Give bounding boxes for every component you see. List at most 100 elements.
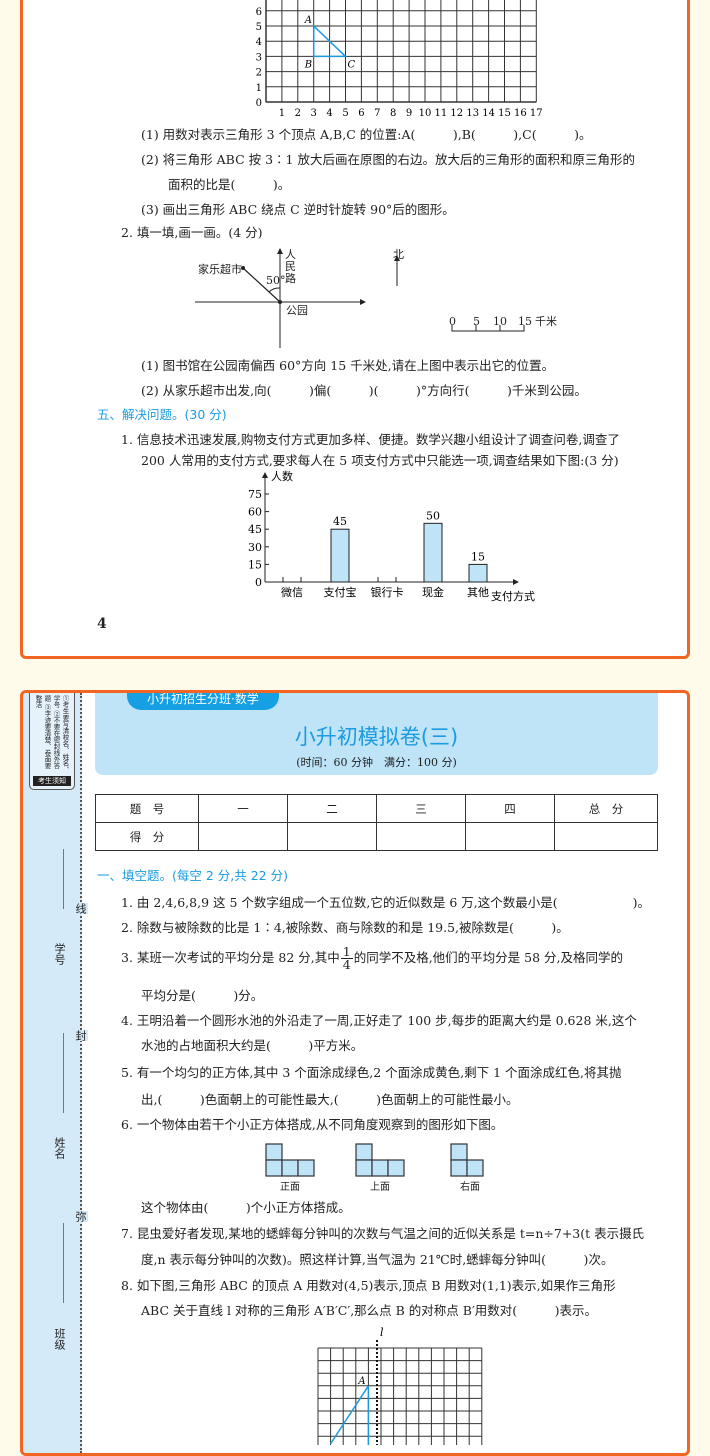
triangle-side	[329, 1385, 370, 1445]
bar-其他	[468, 563, 488, 583]
x-tick-label: 其他	[467, 586, 489, 599]
score-cell[interactable]	[198, 822, 288, 851]
point-a-label: A	[304, 15, 312, 26]
section-5-title: 五、解决问题。(30 分)	[97, 407, 227, 422]
y-tick-label: 4	[256, 37, 262, 48]
q2-sub-1: (1) 图书馆在公园南偏西 60°方向 15 千米处,请在上图中表示出它的位置。	[141, 358, 555, 373]
road-label: 人民路	[285, 248, 296, 285]
exam-page: ①考生要写清校名、姓名、学号 ②不要在密封线外答题 ③字迹要清楚、卷面要整洁 考…	[20, 690, 690, 1456]
score-row-label: 得 分	[95, 822, 199, 851]
field-student-id[interactable]: 学号	[53, 943, 66, 965]
direction-map	[195, 248, 525, 348]
x-axis-arrow	[513, 579, 519, 585]
y-tick-label: 6	[256, 7, 262, 18]
park-point	[278, 300, 282, 304]
score-table: 题 号 一 二 三 四 总 分 得 分	[95, 794, 658, 851]
scale-unit: 千米	[535, 315, 557, 328]
y-tick-label: 45	[248, 523, 262, 536]
x-tick-label: 6	[358, 108, 364, 119]
angle-label: 50°	[266, 274, 286, 287]
seal-char-mi: 弥	[72, 1211, 88, 1222]
x-tick-label: 16	[514, 108, 527, 119]
bar-支付宝	[330, 528, 350, 583]
north-label: 北	[393, 248, 404, 261]
q5-1-line-1: 1. 信息技术迅速发展,购物支付方式更加多样、便捷。数学兴趣小组设计了调查问卷,…	[121, 432, 620, 447]
y-tick-label: 5	[256, 22, 262, 33]
q2-title: 2. 填一填,画一画。(4 分)	[121, 225, 263, 240]
q6-answer: 这个物体由( )个小正方体搭成。	[141, 1200, 351, 1215]
q7-line-2: 度,n 表示每分钟叫的次数)。照这样计算,当气温为 21℃时,蟋蟀每分钟叫( )…	[141, 1252, 614, 1267]
q4-line-1: 4. 王明沿着一个圆形水池的外沿走了一周,正好走了 100 步,每步的距离大约是…	[121, 1013, 637, 1028]
y-tick-label: 75	[248, 488, 262, 501]
q5-line-2: 出,( )色面朝上的可能性最大,( )色面朝上的可能性最小。	[141, 1092, 519, 1107]
q1-sub-2: (2) 将三角形 ABC 按 3∶1 放大后画在原图的右边。放大后的三角形的面积…	[141, 152, 635, 167]
seal-char-line: 线	[72, 903, 88, 914]
score-header: 题 号	[95, 794, 199, 823]
score-cell[interactable]	[554, 822, 658, 851]
field-name[interactable]: 姓名	[53, 1137, 66, 1159]
x-tick-label: 13	[466, 108, 479, 119]
q2: 2. 除数与被除数的比是 1∶4,被除数、商与除数的和是 19.5,被除数是( …	[121, 920, 569, 935]
x-tick-label: 1	[279, 108, 285, 119]
q1-sub-3: (3) 画出三角形 ABC 绕点 C 逆时针旋转 90°后的图形。	[141, 202, 455, 217]
q1-sub-1: (1) 用数对表示三角形 3 个顶点 A,B,C 的位置:A( ),B( ),C…	[141, 127, 592, 142]
supermarket-label: 家乐超市	[198, 263, 242, 276]
point-a-label: A	[357, 1376, 365, 1387]
q7-line-1: 7. 昆虫爱好者发现,某地的蟋蟀每分钟叫的次数与气温之间的近似关系是 t=n÷7…	[121, 1226, 645, 1241]
page-4: 0 1 2 3 4 5 6 1 2 3 4 5 6 7 8 9 10 11 12 13 14 15 16 17 A B C (1) …	[20, 0, 690, 659]
scale-bar	[451, 325, 525, 332]
data-label: 15	[471, 550, 485, 563]
notice-tag: 考生须知	[33, 776, 71, 786]
point-b-label: B	[304, 59, 312, 70]
score-cell[interactable]	[287, 822, 377, 851]
supermarket-point	[241, 266, 245, 270]
data-label: 50	[426, 509, 440, 522]
notice-text: ①考生要写清校名、姓名、学号 ②不要在密封线外答题 ③字迹要清楚、卷面要整洁	[34, 695, 69, 773]
q1-sub-2-cont: 面积的比是( )。	[168, 177, 291, 192]
y-axis-arrow	[262, 472, 268, 478]
q1: 1. 由 2,4,6,8,9 这 5 个数字组成一个五位数,它的近似数是 6 万…	[121, 895, 651, 910]
scale-0: 0	[449, 315, 456, 328]
x-tick-label: 12	[450, 108, 463, 119]
view-top: 上面	[370, 1182, 390, 1193]
q3-cont: 平均分是( )分。	[141, 988, 264, 1003]
header-banner: 小升初招生分班·数学 小升初模拟卷(三) (时间：60 分钟 满分：100 分)	[95, 693, 658, 775]
x-tick-label: 9	[406, 108, 412, 119]
scale-5: 5	[473, 315, 480, 328]
symmetry-grid: lA	[317, 1326, 483, 1445]
score-header: 四	[465, 794, 555, 823]
series-tag: 小升初招生分班·数学	[127, 693, 279, 710]
y-tick-label: 0	[255, 576, 262, 589]
x-tick-label: 支付宝	[324, 585, 357, 599]
supermarket-line	[242, 267, 281, 303]
score-cell[interactable]	[465, 822, 555, 851]
q6: 6. 一个物体由若干个小正方体搭成,从不同角度观察到的图形如下图。	[121, 1117, 504, 1132]
q3: 3. 某班一次考试的平均分是 82 分,其中 1 4 的同学不及格,他们的平均分是 5…	[121, 944, 623, 972]
bar-chart: 人数 0 15 30 45 60 75 微信 45 支付宝 银行卡 50 现金 15 其他 支付方式	[248, 470, 535, 603]
x-tick-label: 8	[390, 108, 396, 119]
section-1-title: 一、填空题。(每空 2 分,共 22 分)	[97, 868, 288, 883]
x-tick-label: 现金	[422, 585, 444, 599]
q5-line-1: 5. 有一个均匀的正方体,其中 3 个面涂成绿色,2 个面涂成黄色,剩下 1 个…	[121, 1065, 622, 1080]
x-tick-label: 银行卡	[371, 585, 404, 599]
score-header: 总 分	[554, 794, 658, 823]
y-tick-label: 30	[248, 541, 262, 554]
x-tick-label: 14	[482, 108, 495, 119]
cube-views	[265, 1143, 484, 1177]
q4-line-2: 水池的占地面积大约是( )平方米。	[141, 1038, 364, 1053]
x-axis-title: 支付方式	[491, 589, 535, 603]
line-l-label: l	[380, 1326, 384, 1339]
score-cell[interactable]	[376, 822, 466, 851]
notice-box: ①考生要写清校名、姓名、学号 ②不要在密封线外答题 ③字迹要清楚、卷面要整洁 考…	[29, 693, 75, 790]
scale-15: 15	[518, 315, 532, 328]
data-label: 45	[333, 515, 347, 528]
view-right: 右面	[460, 1182, 480, 1193]
y-tick-label: 3	[256, 52, 262, 63]
y-tick-label: 0	[256, 98, 262, 109]
x-tick-label: 7	[374, 108, 380, 119]
field-class[interactable]: 班级	[53, 1328, 66, 1350]
triangle-abc	[312, 24, 348, 58]
seal-char-seal: 封	[72, 1030, 88, 1041]
bar-现金	[423, 522, 443, 583]
